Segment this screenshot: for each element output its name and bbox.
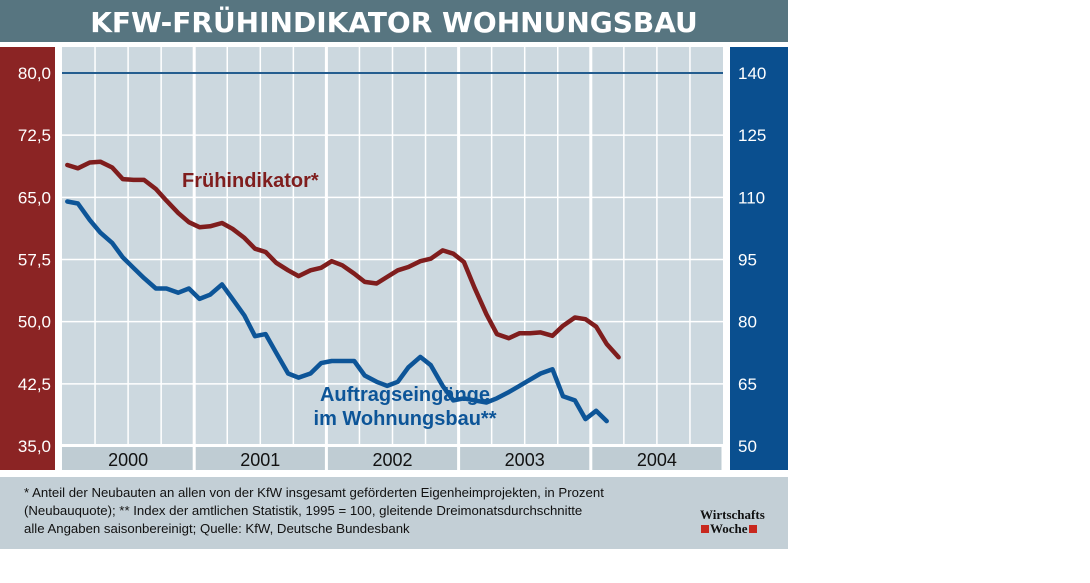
year-cell	[62, 447, 193, 470]
left-axis-tick-label: 42,5	[18, 375, 51, 394]
left-axis-tick-label: 35,0	[18, 437, 51, 456]
right-axis-tick-label: 95	[738, 251, 757, 270]
year-label: 2003	[505, 450, 545, 470]
footnote-line-3: alle Angaben saisonbereinigt; Quelle: Kf…	[24, 521, 410, 536]
year-cell	[195, 447, 325, 470]
x-axis-year-band: 2000 2001 2002 2003 2004	[62, 447, 722, 470]
logo-line-2: Woche	[700, 522, 772, 536]
right-axis-tick-label: 65	[738, 375, 757, 394]
right-axis-panel	[730, 47, 788, 470]
left-axis-ticks: 80,0 72,5 65,0 57,5 50,0 42,5 35,0	[18, 64, 51, 456]
series-label-auftragseingaenge-line2: im Wohnungsbau**	[314, 408, 497, 430]
footnote-line-1: * Anteil der Neubauten an allen von der …	[24, 485, 604, 500]
year-cell	[327, 447, 458, 470]
right-axis-tick-label: 140	[738, 64, 766, 83]
footer-panel	[0, 477, 788, 549]
left-axis-tick-label: 57,5	[18, 251, 51, 270]
year-cell	[592, 447, 722, 470]
series-label-fruehindikator: Frühindikator*	[182, 170, 319, 192]
right-axis-tick-label: 110	[738, 188, 765, 207]
year-label: 2000	[108, 450, 148, 470]
year-label: 2002	[372, 450, 412, 470]
left-axis-tick-label: 80,0	[18, 64, 51, 83]
wirtschaftswoche-logo: Wirtschafts Woche	[700, 508, 772, 536]
series-line-auftragseingaenge	[65, 199, 609, 424]
grid	[62, 47, 723, 444]
chart-title: KFW-FRÜHINDIKATOR WOHNUNGSBAU	[90, 5, 698, 39]
title-bar	[0, 0, 788, 42]
right-axis-ticks: 140 125 110 95 80 65 50	[738, 64, 766, 456]
left-axis-tick-label: 50,0	[18, 313, 51, 332]
right-axis-tick-label: 50	[738, 437, 757, 456]
left-axis-tick-label: 72,5	[18, 126, 51, 145]
series-label-auftragseingaenge-line1: Auftragseingänge	[320, 384, 490, 406]
footnote-line-2: (Neubauquote); ** Index der amtlichen St…	[24, 503, 583, 518]
footnote: * Anteil der Neubauten an allen von der …	[24, 484, 684, 538]
right-axis-tick-label: 80	[738, 313, 757, 332]
year-label: 2004	[637, 450, 677, 470]
series-line-fruehindikator	[65, 159, 621, 360]
series-layer	[65, 159, 621, 424]
year-label: 2001	[240, 450, 280, 470]
left-axis-tick-label: 65,0	[18, 188, 51, 207]
right-axis-tick-label: 125	[738, 126, 766, 145]
left-axis-panel	[0, 47, 55, 470]
logo-line-1: Wirtschafts	[700, 507, 765, 522]
year-cell	[460, 447, 590, 470]
